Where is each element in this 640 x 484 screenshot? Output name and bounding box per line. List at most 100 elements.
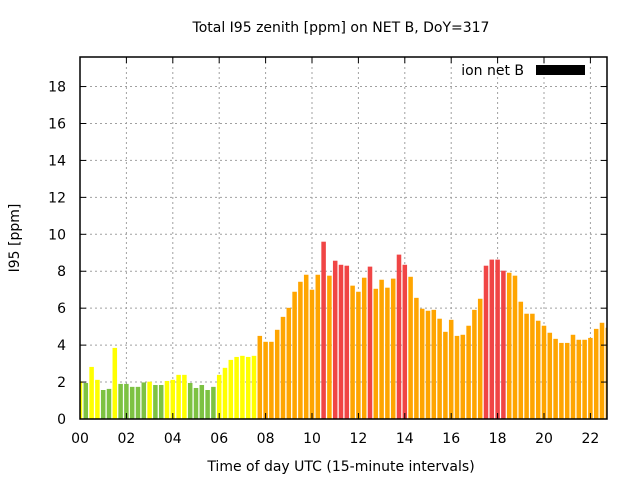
bar — [472, 309, 477, 419]
bar — [164, 380, 170, 419]
bar — [298, 281, 303, 419]
bar — [489, 259, 495, 419]
bar — [338, 264, 344, 419]
bar — [251, 355, 257, 419]
bar — [106, 388, 112, 419]
bar — [367, 266, 373, 419]
bar — [564, 342, 570, 419]
y-tick-label: 18 — [48, 80, 66, 96]
bar — [327, 275, 332, 419]
axis-ticks — [79, 57, 607, 420]
bar — [460, 334, 466, 419]
chart-title: Total I95 zenith [ppm] on NET B, DoY=317 — [192, 20, 490, 36]
bar — [89, 366, 94, 419]
bar — [303, 274, 309, 419]
bar — [495, 259, 500, 419]
bar — [501, 270, 506, 419]
bar — [535, 320, 541, 419]
bar — [257, 335, 263, 419]
bar — [274, 329, 280, 419]
bar — [141, 382, 147, 419]
bar — [118, 383, 123, 419]
bar — [199, 385, 205, 419]
bar — [570, 334, 576, 419]
bar — [414, 297, 419, 419]
bar — [135, 386, 141, 419]
x-tick-label: 14 — [396, 431, 414, 447]
y-axis-label: I95 [ppm] — [7, 204, 23, 273]
bar — [216, 374, 222, 419]
bar — [240, 355, 245, 419]
bar — [448, 319, 454, 419]
y-tick-label: 10 — [48, 227, 66, 243]
bar — [182, 374, 187, 419]
bar — [530, 313, 535, 419]
x-tick-label: 16 — [442, 431, 460, 447]
bar — [402, 264, 408, 419]
bar — [315, 274, 321, 419]
bar — [466, 325, 471, 419]
bar — [269, 341, 274, 419]
bar — [205, 390, 210, 419]
x-tick-label: 22 — [581, 431, 599, 447]
bar — [524, 313, 529, 419]
bar — [559, 342, 564, 419]
bar — [419, 308, 425, 419]
bar — [100, 390, 106, 419]
x-tick-label: 08 — [257, 431, 275, 447]
bar — [547, 332, 553, 419]
legend-label: ion net B — [461, 63, 524, 79]
bar — [292, 291, 297, 419]
x-tick-label: 18 — [489, 431, 507, 447]
plot-frame — [79, 56, 608, 420]
legend: ion net B — [461, 63, 585, 79]
bar — [228, 359, 234, 419]
bar — [234, 356, 239, 419]
bar — [280, 316, 286, 419]
bar — [344, 265, 350, 419]
bar — [373, 288, 379, 419]
bar — [356, 291, 361, 419]
bar — [553, 338, 558, 419]
bar — [187, 382, 193, 419]
x-tick-label: 00 — [71, 431, 89, 447]
bar — [158, 385, 164, 419]
bar — [176, 374, 181, 419]
bar — [83, 382, 89, 419]
x-tick-label: 04 — [164, 431, 182, 447]
bar — [211, 386, 216, 419]
bar — [245, 356, 251, 419]
bar — [80, 381, 83, 419]
bar — [454, 335, 460, 419]
bar — [222, 367, 228, 419]
bar — [95, 379, 100, 419]
x-tick-label: 10 — [303, 431, 321, 447]
y-tick-labels: 0 2 4 6 8 10 12 14 16 18 — [48, 80, 66, 428]
y-tick-label: 8 — [57, 264, 66, 280]
bar — [263, 341, 268, 419]
bar — [286, 307, 292, 419]
bar — [512, 275, 518, 419]
bar — [390, 278, 396, 419]
bar — [147, 381, 152, 419]
bar — [332, 260, 338, 419]
x-tick-labels: 00 02 04 06 08 10 12 14 16 18 20 22 — [71, 431, 599, 447]
bar — [477, 298, 483, 419]
y-tick-label: 14 — [48, 153, 66, 169]
bar — [350, 285, 355, 419]
bar — [309, 289, 315, 419]
y-tick-label: 4 — [57, 338, 66, 354]
y-tick-label: 2 — [57, 375, 66, 391]
x-tick-label: 06 — [210, 431, 228, 447]
legend-swatch — [536, 65, 585, 75]
x-tick-label: 02 — [117, 431, 135, 447]
bar — [153, 385, 158, 419]
bar — [129, 386, 135, 419]
bar — [408, 276, 413, 419]
bar — [483, 265, 489, 419]
bar — [582, 339, 587, 419]
y-tick-label: 16 — [48, 116, 66, 132]
bar — [170, 379, 176, 419]
bar — [593, 328, 599, 419]
bar — [379, 279, 384, 419]
